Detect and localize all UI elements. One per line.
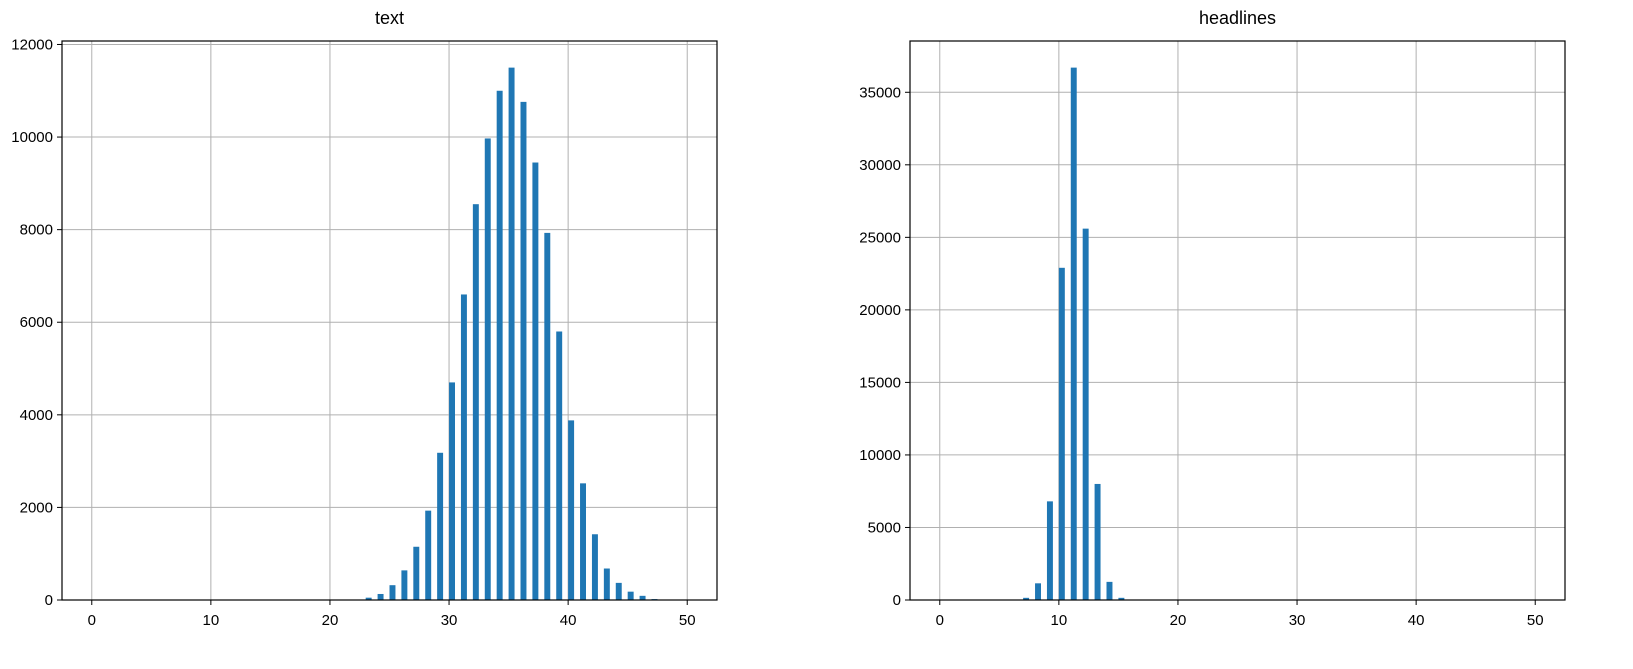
bar	[496, 90, 503, 600]
bar	[472, 204, 479, 600]
bar	[413, 546, 420, 600]
bar	[544, 232, 551, 600]
bar	[460, 294, 467, 600]
bar	[627, 591, 634, 600]
x-tick-label: 0	[88, 612, 96, 629]
y-tick-label: 15000	[859, 374, 901, 391]
y-tick-label: 20000	[859, 302, 901, 319]
bar	[532, 162, 539, 601]
bar	[377, 593, 384, 600]
y-tick-label: 2000	[20, 499, 53, 516]
y-tick-label: 25000	[859, 229, 901, 246]
x-tick-label: 30	[441, 612, 458, 629]
bar	[484, 138, 491, 601]
chart-title: text	[375, 8, 404, 28]
bar	[449, 382, 455, 600]
bar	[1070, 67, 1077, 601]
axes-frame	[61, 40, 718, 601]
y-tick-label: 10000	[11, 129, 53, 146]
y-tick-label: 4000	[20, 407, 53, 424]
bar	[401, 570, 408, 600]
x-tick-label: 50	[1527, 612, 1544, 629]
y-tick-label: 0	[45, 592, 53, 609]
bar	[1035, 583, 1041, 600]
bar	[437, 452, 444, 600]
x-tick-label: 20	[1170, 612, 1187, 629]
bar	[1082, 228, 1089, 600]
bar	[365, 597, 372, 600]
bar	[568, 420, 575, 600]
x-tick-label: 40	[1408, 612, 1425, 629]
y-tick-label: 12000	[11, 36, 53, 53]
bar	[520, 101, 527, 601]
bar	[639, 595, 646, 600]
bar	[603, 568, 610, 600]
bar	[508, 67, 515, 601]
y-tick-label: 35000	[859, 84, 901, 101]
bar	[556, 331, 563, 600]
x-tick-label: 30	[1289, 612, 1306, 629]
bar	[615, 582, 622, 600]
x-tick-label: 50	[679, 612, 696, 629]
bar	[1058, 267, 1065, 600]
y-tick-label: 0	[893, 592, 901, 609]
x-tick-label: 10	[1051, 612, 1068, 629]
x-tick-label: 40	[560, 612, 577, 629]
chart-title: headlines	[1199, 8, 1276, 28]
bar	[1094, 483, 1101, 600]
bar	[1046, 501, 1053, 600]
bar	[1023, 597, 1030, 600]
y-tick-label: 10000	[859, 447, 901, 464]
bar	[580, 483, 586, 600]
subplot-text: 0 10 20 30 40 50 0 2000 4000 6000 8000 10000 12000 te…	[11, 8, 718, 629]
axes-frame	[909, 40, 1566, 601]
bar	[1118, 597, 1125, 600]
x-tick-label: 20	[322, 612, 339, 629]
bar	[389, 585, 396, 600]
bar	[1106, 581, 1113, 600]
bar	[425, 510, 432, 600]
x-tick-label: 10	[203, 612, 220, 629]
x-tick-label: 0	[936, 612, 944, 629]
y-tick-label: 6000	[20, 314, 53, 331]
bar	[591, 534, 598, 600]
y-tick-label: 8000	[20, 222, 53, 239]
y-tick-label: 5000	[868, 519, 901, 536]
subplot-headlines: 0 10 20 30 40 50 0 5000 10000 15000 20000 25000 3000…	[859, 8, 1566, 629]
y-tick-label: 30000	[859, 157, 901, 174]
